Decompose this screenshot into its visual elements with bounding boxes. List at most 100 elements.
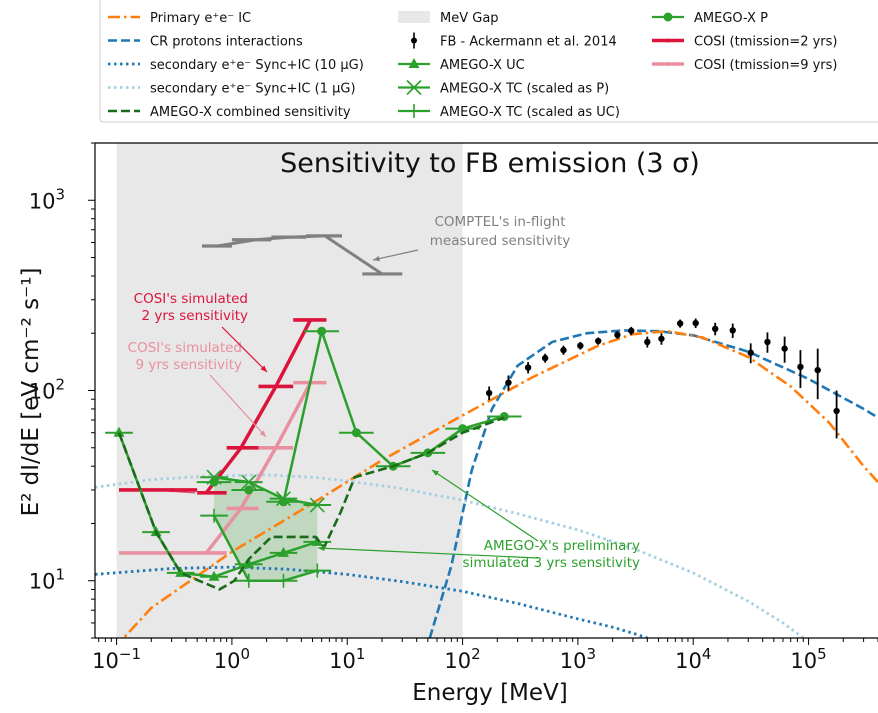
y-tick-exponent: 3: [55, 185, 65, 203]
sync-ic-1ug-line: [95, 473, 805, 638]
cosi-2yr-thin: [151, 489, 196, 494]
x-tick-label: 100: [214, 645, 250, 673]
annotation-text: simulated 3 yrs sensitivity: [463, 555, 640, 571]
legend-label: AMEGO-X TC (scaled as UC): [440, 105, 620, 120]
y-tick-label: 101: [29, 566, 65, 594]
amego-uc-marker: [208, 570, 220, 581]
x-tick-exponent: −1: [119, 645, 141, 663]
mev-gap-region: [116, 143, 463, 638]
x-tick-label: 105: [790, 645, 826, 673]
legend-marker: [666, 38, 670, 43]
x-tick-exponent: 0: [241, 645, 251, 663]
legend-label: AMEGO-X P: [694, 11, 768, 26]
amego-arrow-lower-head: [318, 545, 325, 552]
y-tick-exponent: 2: [55, 376, 65, 394]
annotation-text: COMPTEL's in-flight: [434, 214, 565, 230]
x-tick-base: 10: [329, 649, 356, 673]
amego-uc-marker: [113, 426, 125, 437]
fb-data-point: [505, 379, 512, 386]
cosi-9yr-line: [204, 381, 313, 554]
fb-data-point: [595, 337, 602, 345]
fb-data-point: [781, 345, 788, 352]
x-tick-exponent: 2: [471, 645, 481, 663]
x-tick-exponent: 4: [702, 645, 712, 663]
fb-data-point: [747, 349, 754, 356]
x-tick-label: 104: [675, 645, 711, 673]
legend-marker: [666, 62, 670, 66]
annotation-text: AMEGO-X's preliminary: [484, 538, 640, 554]
legend-label: COSI (tmission=9 yrs): [694, 58, 838, 73]
amego-tc-uc-marker: [276, 573, 291, 588]
amego-uc-marker: [277, 546, 289, 557]
cosi-2yr-line: [204, 319, 313, 494]
legend-label: AMEGO-X TC (scaled as P): [440, 82, 609, 97]
legend-box: [99, 0, 878, 123]
amego-combined-line: [117, 416, 505, 591]
comptel-arrow: [372, 249, 419, 261]
amego-tc-uc-marker: [207, 508, 222, 523]
fb-data-point: [658, 335, 665, 342]
fb-data-point: [797, 363, 804, 371]
cosi-9yr-arrow: [209, 374, 267, 438]
amego-p-marker: [209, 477, 219, 487]
x-tick-exponent: 3: [586, 645, 596, 663]
y-axis-label: E² dI/dE [eV cm⁻² s⁻¹]: [18, 268, 44, 517]
x-tick-label: 101: [329, 645, 365, 673]
x-tick-base: 10: [560, 649, 587, 673]
x-tick-base: 10: [675, 649, 702, 673]
fb-data-point: [577, 342, 584, 349]
cosi-9yr-arrow-head: [259, 430, 266, 437]
cr-protons-line: [428, 329, 878, 638]
comptel-diagonal: [324, 234, 383, 276]
amego-tc-p-marker: [241, 474, 257, 490]
x-tick-exponent: 1: [356, 645, 366, 663]
x-tick-exponent: 5: [817, 645, 827, 663]
y-tick-base: 10: [29, 570, 56, 594]
chart-title: Sensitivity to FB emission (3 σ): [280, 148, 700, 179]
legend-label: CR protons interactions: [150, 35, 303, 50]
comptel-arrow-head: [373, 255, 380, 262]
cosi-2yr-arrow-head: [260, 365, 267, 372]
fb-data-point: [628, 327, 635, 334]
amego-uc-marker: [243, 558, 255, 569]
fb-data-point: [614, 331, 621, 339]
plot-area: [95, 143, 878, 638]
y-tick-base: 10: [29, 380, 56, 404]
legend-marker: [406, 79, 422, 96]
amego-arrow-upper: [431, 469, 539, 542]
fb-data-point: [524, 364, 532, 371]
fb-data-point: [692, 319, 699, 327]
x-tick-label: 10−1: [92, 645, 141, 673]
legend-label: MeV Gap: [440, 11, 499, 26]
amego-arrow-upper-head: [432, 470, 439, 476]
legend-label: Primary e⁺e⁻ IC: [150, 11, 251, 26]
amego-tc-uc-line: [212, 515, 318, 582]
x-tick-base: 10: [790, 649, 817, 673]
fb-data-point: [833, 407, 840, 415]
fb-data-point: [676, 320, 684, 327]
legend-label: AMEGO-X UC: [440, 58, 525, 73]
legend-marker: [663, 12, 673, 22]
cosi-2yr-dot: [169, 487, 174, 492]
y-tick-exponent: 1: [55, 566, 65, 584]
legend-marker: [411, 37, 417, 44]
amego-p-marker: [351, 428, 361, 438]
legend-label: COSI (tmission=2 yrs): [694, 35, 838, 50]
fb-data-point: [814, 366, 821, 374]
fb-data-point: [764, 338, 771, 346]
amego-tc-uc-marker: [241, 573, 256, 588]
primary-ic-line: [121, 329, 878, 638]
amego-x-band: [214, 477, 318, 581]
legend-label: FB - Ackermann et al. 2014: [440, 35, 617, 50]
fb-data-point: [729, 327, 736, 334]
fb-data-point: [711, 325, 719, 333]
amego-tc-p-marker: [309, 497, 325, 513]
amego-p-marker: [244, 485, 254, 495]
legend-marker: [407, 104, 421, 118]
legend: Primary e⁺e⁻ IC CR protons interactions se…: [99, 0, 878, 123]
x-tick-base: 10: [444, 649, 471, 673]
fb-data-point: [644, 338, 651, 346]
amego-p-marker: [317, 326, 327, 336]
sync-ic-10ug-line: [95, 565, 648, 638]
x-axis-label: Energy [MeV]: [412, 680, 568, 706]
